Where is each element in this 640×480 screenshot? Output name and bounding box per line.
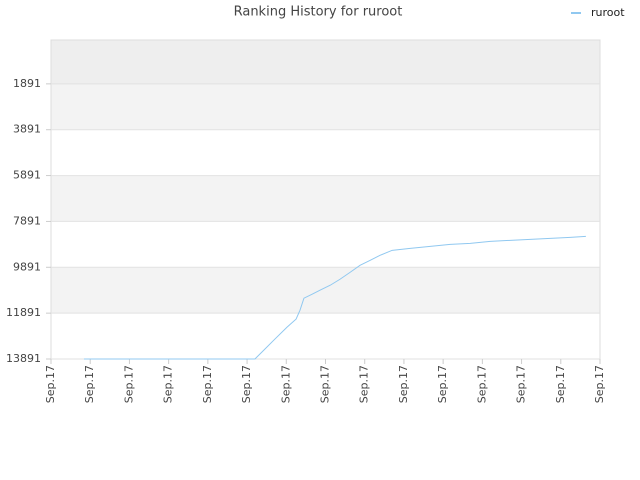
x-tick-label: Sep.17 bbox=[122, 365, 135, 403]
y-tick-label: 13891 bbox=[6, 352, 41, 365]
x-tick-label: Sep.17 bbox=[397, 365, 410, 403]
plot-band bbox=[51, 175, 600, 222]
x-tick-label: Sep.17 bbox=[593, 365, 606, 403]
x-tick-label: Sep.17 bbox=[554, 365, 567, 403]
plot-band bbox=[51, 313, 600, 359]
legend-label: ruroot bbox=[591, 6, 625, 19]
x-tick-label: Sep.17 bbox=[436, 365, 449, 403]
chart-title: Ranking History for ruroot bbox=[234, 5, 403, 20]
y-tick-label: 1891 bbox=[13, 77, 41, 90]
y-tick-label: 11891 bbox=[6, 306, 41, 319]
x-tick-label: Sep.17 bbox=[83, 365, 96, 403]
y-tick-label: 7891 bbox=[13, 214, 41, 227]
y-tick-label: 9891 bbox=[13, 260, 41, 273]
plot-band bbox=[51, 129, 600, 176]
y-tick-label: 3891 bbox=[13, 123, 41, 136]
x-tick-label: Sep.17 bbox=[240, 365, 253, 403]
y-tick-label: 5891 bbox=[13, 169, 41, 182]
plot-band bbox=[51, 267, 600, 314]
x-tick-label: Sep.17 bbox=[279, 365, 292, 403]
series-line bbox=[83, 235, 586, 360]
plot-band bbox=[51, 40, 600, 84]
plot-band bbox=[51, 221, 600, 268]
x-tick-label: Sep.17 bbox=[515, 365, 528, 403]
plot-band bbox=[51, 83, 600, 130]
x-tick-label: Sep.17 bbox=[162, 365, 175, 403]
x-tick-label: Sep.17 bbox=[201, 365, 214, 403]
x-tick-label: Sep.17 bbox=[475, 365, 488, 403]
x-tick-label: Sep.17 bbox=[358, 365, 371, 403]
x-tick-label: Sep.17 bbox=[44, 365, 57, 403]
x-tick-label: Sep.17 bbox=[319, 365, 332, 403]
